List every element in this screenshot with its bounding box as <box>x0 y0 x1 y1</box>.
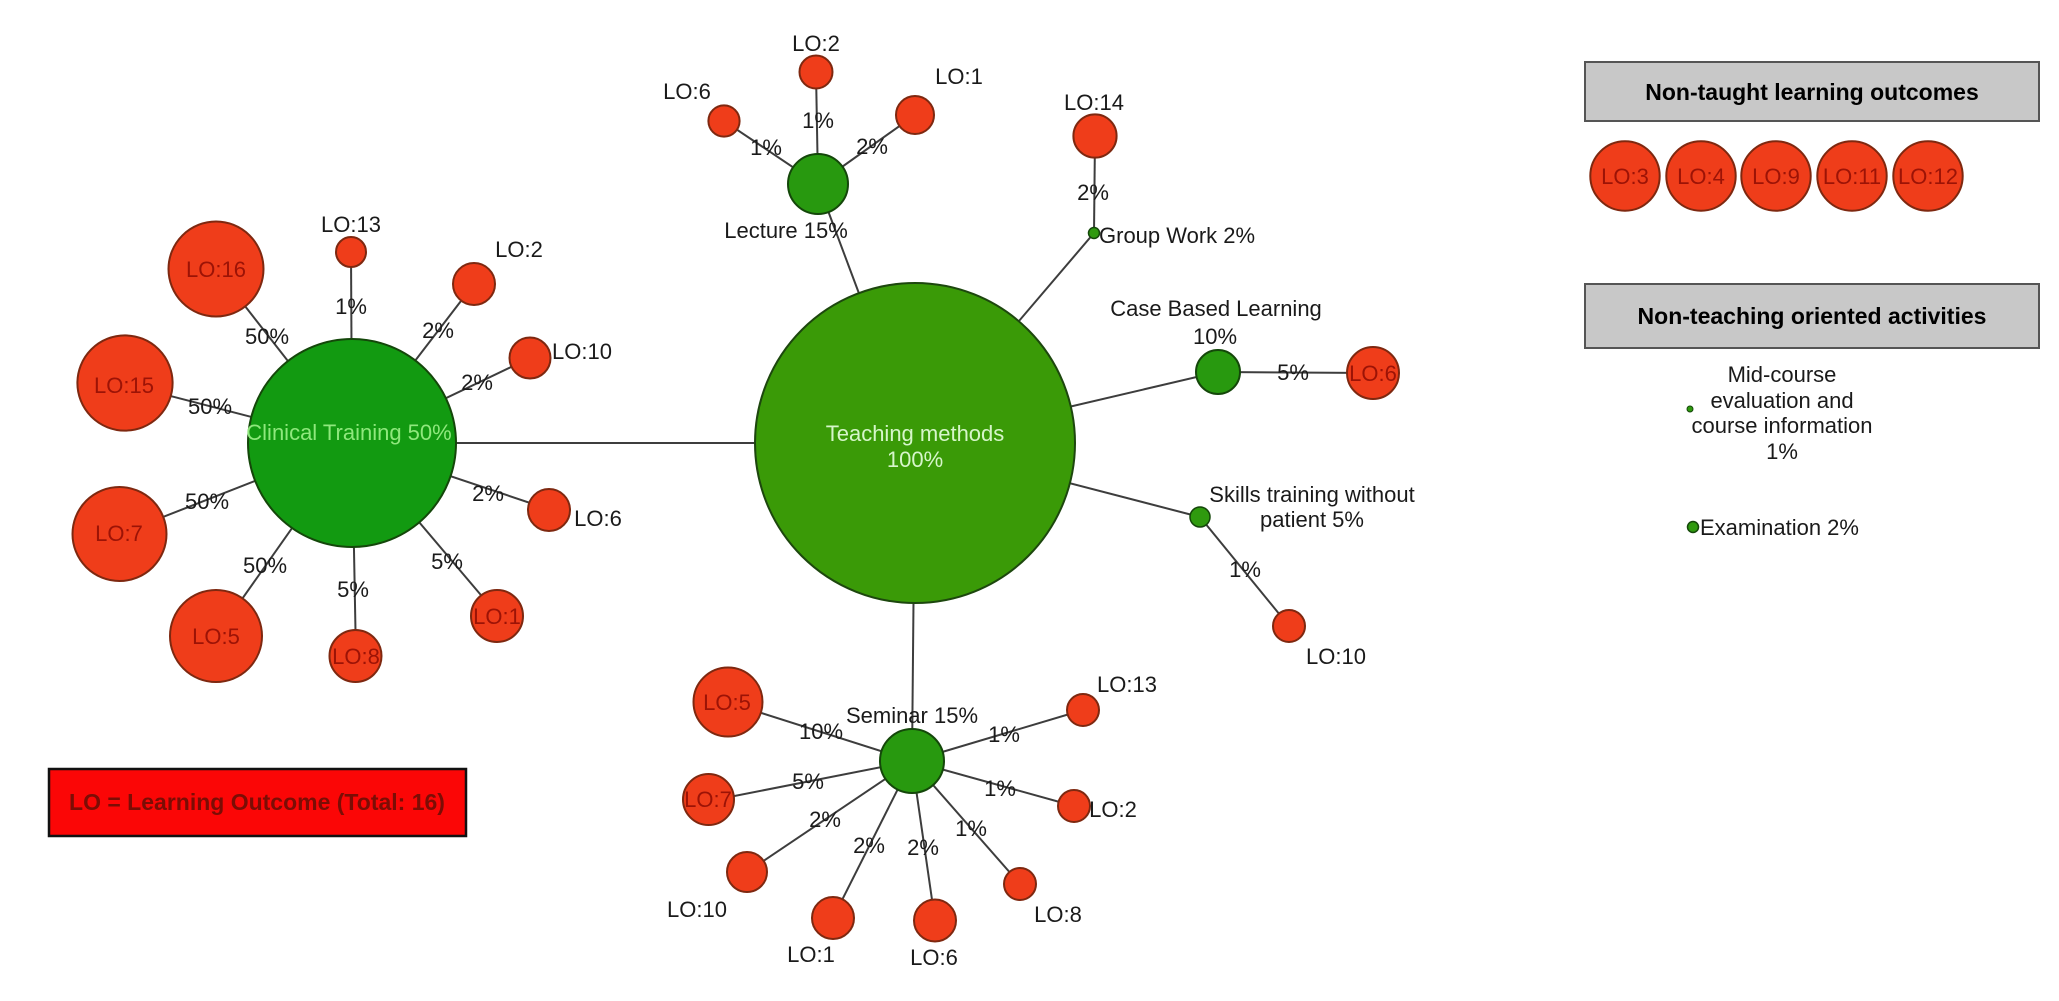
svg-text:1%: 1% <box>335 294 367 319</box>
svg-text:50%: 50% <box>245 324 289 349</box>
svg-text:2%: 2% <box>461 370 493 395</box>
svg-text:LO:5: LO:5 <box>703 690 751 715</box>
svg-text:2%: 2% <box>907 835 939 860</box>
svg-text:LO:6: LO:6 <box>910 945 958 970</box>
svg-text:10%: 10% <box>799 719 843 744</box>
svg-text:5%: 5% <box>431 549 463 574</box>
svg-text:Seminar 15%: Seminar 15% <box>846 703 978 728</box>
svg-text:2%: 2% <box>472 481 504 506</box>
svg-text:2%: 2% <box>422 318 454 343</box>
svg-text:LO:5: LO:5 <box>192 624 240 649</box>
svg-text:LO:2: LO:2 <box>1089 797 1137 822</box>
svg-text:LO:10: LO:10 <box>667 897 727 922</box>
svg-text:LO:12: LO:12 <box>1898 164 1958 189</box>
svg-text:patient 5%: patient 5% <box>1260 507 1364 532</box>
svg-text:LO:15: LO:15 <box>94 373 154 398</box>
svg-text:1%: 1% <box>750 135 782 160</box>
svg-text:Examination 2%: Examination 2% <box>1700 515 1859 540</box>
svg-text:Skills training without: Skills training without <box>1209 482 1414 507</box>
svg-text:LO:1: LO:1 <box>935 64 983 89</box>
svg-text:5%: 5% <box>792 769 824 794</box>
svg-text:course information: course information <box>1692 413 1873 438</box>
svg-text:1%: 1% <box>1766 439 1798 464</box>
svg-text:2%: 2% <box>1077 180 1109 205</box>
svg-text:50%: 50% <box>185 489 229 514</box>
svg-text:LO:2: LO:2 <box>792 31 840 56</box>
svg-text:Group Work 2%: Group Work 2% <box>1099 223 1255 248</box>
svg-text:evaluation and: evaluation and <box>1710 388 1853 413</box>
svg-text:LO:13: LO:13 <box>1097 672 1157 697</box>
svg-text:LO:8: LO:8 <box>1034 902 1082 927</box>
svg-text:LO:1: LO:1 <box>473 604 521 629</box>
svg-text:LO:10: LO:10 <box>552 339 612 364</box>
svg-text:LO:6: LO:6 <box>663 79 711 104</box>
svg-text:LO:6: LO:6 <box>574 506 622 531</box>
svg-text:1%: 1% <box>984 776 1016 801</box>
svg-text:LO:2: LO:2 <box>495 237 543 262</box>
svg-text:5%: 5% <box>1277 360 1309 385</box>
svg-text:Teaching methods: Teaching methods <box>826 421 1005 446</box>
svg-text:Mid-course: Mid-course <box>1728 362 1837 387</box>
svg-text:LO:8: LO:8 <box>332 644 380 669</box>
svg-text:Non-taught learning outcomes: Non-taught learning outcomes <box>1645 79 1979 105</box>
svg-text:2%: 2% <box>853 833 885 858</box>
svg-text:50%: 50% <box>188 394 232 419</box>
svg-text:Case Based Learning: Case Based Learning <box>1110 296 1322 321</box>
svg-text:LO:9: LO:9 <box>1752 164 1800 189</box>
svg-text:LO:14: LO:14 <box>1064 90 1124 115</box>
svg-text:LO:16: LO:16 <box>186 257 246 282</box>
svg-text:2%: 2% <box>809 807 841 832</box>
svg-text:LO:7: LO:7 <box>684 787 732 812</box>
svg-text:LO:3: LO:3 <box>1601 164 1649 189</box>
svg-text:1%: 1% <box>988 722 1020 747</box>
svg-text:1%: 1% <box>955 816 987 841</box>
svg-text:1%: 1% <box>1229 557 1261 582</box>
svg-text:LO:6: LO:6 <box>1349 361 1397 386</box>
svg-text:Non-teaching oriented activiti: Non-teaching oriented activities <box>1638 303 1987 329</box>
svg-text:LO:13: LO:13 <box>321 212 381 237</box>
svg-text:5%: 5% <box>337 577 369 602</box>
svg-text:Clinical Training 50%: Clinical Training 50% <box>246 420 451 445</box>
svg-text:50%: 50% <box>243 553 287 578</box>
svg-text:LO = Learning Outcome (Total:: LO = Learning Outcome (Total: 16) <box>69 789 445 815</box>
svg-text:LO:1: LO:1 <box>787 942 835 967</box>
svg-text:100%: 100% <box>887 447 943 472</box>
svg-text:10%: 10% <box>1193 324 1237 349</box>
svg-text:LO:11: LO:11 <box>1823 164 1881 189</box>
svg-text:LO:10: LO:10 <box>1306 644 1366 669</box>
svg-text:LO:4: LO:4 <box>1677 164 1725 189</box>
svg-text:2%: 2% <box>856 134 888 159</box>
svg-text:LO:7: LO:7 <box>95 521 143 546</box>
svg-text:1%: 1% <box>802 108 834 133</box>
svg-text:Lecture 15%: Lecture 15% <box>724 218 848 243</box>
